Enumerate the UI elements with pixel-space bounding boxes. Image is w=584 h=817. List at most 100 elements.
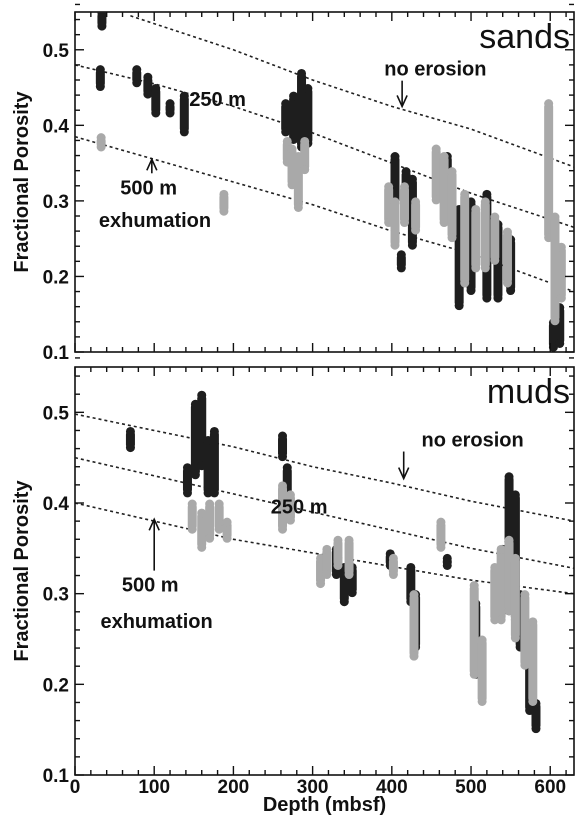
data-points-light xyxy=(300,140,310,171)
y-tick-label: 0.1 xyxy=(43,343,70,364)
data-cluster-light xyxy=(278,481,288,534)
data-point-bottom xyxy=(555,338,565,348)
data-cluster-dark xyxy=(182,463,192,498)
data-point-top xyxy=(97,12,107,18)
data-point-top xyxy=(442,553,452,563)
data-points-light xyxy=(205,503,215,540)
data-point-bottom xyxy=(333,560,343,570)
annotation-arrowhead xyxy=(396,95,408,109)
data-points-light xyxy=(187,503,197,531)
data-point-top xyxy=(544,99,554,109)
data-cluster-dark xyxy=(442,553,452,570)
curve-no-erosion xyxy=(75,413,574,522)
data-point-top xyxy=(281,99,291,109)
data-point-top xyxy=(322,544,332,554)
data-cluster-dark xyxy=(278,431,288,462)
data-cluster-light xyxy=(556,242,566,303)
data-cluster-light xyxy=(439,152,449,228)
data-points-light xyxy=(528,620,538,703)
data-point-bottom xyxy=(399,218,409,228)
data-points-dark xyxy=(209,430,219,494)
data-cluster-dark xyxy=(281,99,291,137)
data-cluster-light xyxy=(222,517,232,543)
data-cluster-dark xyxy=(165,99,175,118)
panel-label: muds xyxy=(487,373,570,411)
data-cluster-light xyxy=(411,197,421,235)
data-point-bottom xyxy=(390,240,400,250)
data-point-top xyxy=(477,635,487,645)
data-cluster-light xyxy=(431,144,441,205)
data-point-top xyxy=(282,463,292,473)
data-point-bottom xyxy=(477,696,487,706)
x-tick-label: 400 xyxy=(376,777,408,798)
data-point-top xyxy=(219,189,229,199)
data-point-top xyxy=(300,136,310,146)
data-point-top xyxy=(556,242,566,252)
data-cluster-light xyxy=(333,535,343,570)
data-point-bottom xyxy=(214,524,224,534)
x-tick-label: 0 xyxy=(70,777,81,798)
data-points-light xyxy=(502,231,512,284)
data-point-top xyxy=(182,463,192,473)
data-point-bottom xyxy=(531,724,541,734)
data-point-bottom xyxy=(190,470,200,480)
data-point-bottom xyxy=(281,127,291,137)
data-point-bottom xyxy=(396,263,406,273)
data-point-bottom xyxy=(469,669,479,679)
data-point-bottom xyxy=(179,127,189,137)
data-point-top xyxy=(411,197,421,207)
data-points-light xyxy=(480,200,490,269)
data-point-top xyxy=(289,91,299,101)
data-point-top xyxy=(409,590,419,600)
x-tick-label: 600 xyxy=(534,777,566,798)
data-points-light xyxy=(436,521,446,549)
data-point-bottom xyxy=(97,21,107,31)
data-points-light xyxy=(460,193,470,284)
data-cluster-dark xyxy=(209,426,219,498)
data-cluster-dark xyxy=(151,84,161,118)
data-points-light xyxy=(496,548,506,621)
data-point-bottom xyxy=(409,651,419,661)
panel-muds: 0.1 0.2 0.3 0.4 0.5 0 100 200 300 400 500 600 Fracti… xyxy=(11,357,575,816)
data-points-light xyxy=(344,539,354,576)
data-points-light xyxy=(278,484,288,531)
data-point-bottom xyxy=(510,633,520,643)
data-point-top xyxy=(287,144,297,154)
data-point-bottom xyxy=(182,488,192,498)
y-axis-title: Fractional Porosity xyxy=(11,91,33,273)
data-cluster-dark xyxy=(132,65,142,88)
data-cluster-light xyxy=(322,544,332,580)
data-cluster-dark xyxy=(125,426,135,453)
data-cluster-light xyxy=(460,189,470,288)
data-cluster-light xyxy=(447,167,457,243)
data-point-bottom xyxy=(493,293,503,303)
data-point-top xyxy=(399,182,409,192)
y-axis-title: Fractional Porosity xyxy=(11,480,33,662)
data-points-light xyxy=(471,208,481,269)
data-point-top xyxy=(490,212,500,222)
data-cluster-dark xyxy=(396,250,406,273)
data-point-bottom xyxy=(460,278,470,288)
data-point-top xyxy=(388,553,398,563)
data-point-top xyxy=(510,490,520,500)
data-point-top xyxy=(406,562,416,572)
data-points-light xyxy=(447,170,457,239)
data-point-bottom xyxy=(466,286,476,296)
data-point-top xyxy=(132,65,142,75)
data-point-bottom xyxy=(300,165,310,175)
data-point-bottom xyxy=(132,78,142,88)
data-point-top xyxy=(303,84,313,94)
data-point-top xyxy=(436,517,446,527)
y-tick-label: 0.5 xyxy=(43,403,70,424)
data-point-bottom xyxy=(205,533,215,543)
plot-data xyxy=(75,390,574,734)
data-points-light xyxy=(390,200,400,247)
data-point-top xyxy=(407,174,417,184)
data-point-bottom xyxy=(209,488,219,498)
plot-frame xyxy=(74,11,575,353)
data-points-dark xyxy=(531,702,541,730)
annotation-250-m: 250 m xyxy=(271,497,328,519)
panel-sands: 0.1 0.2 0.3 0.4 0.5 Fractional Porosity sands n… xyxy=(11,3,575,364)
data-cluster-light xyxy=(187,499,197,534)
data-cluster-light xyxy=(399,182,409,228)
